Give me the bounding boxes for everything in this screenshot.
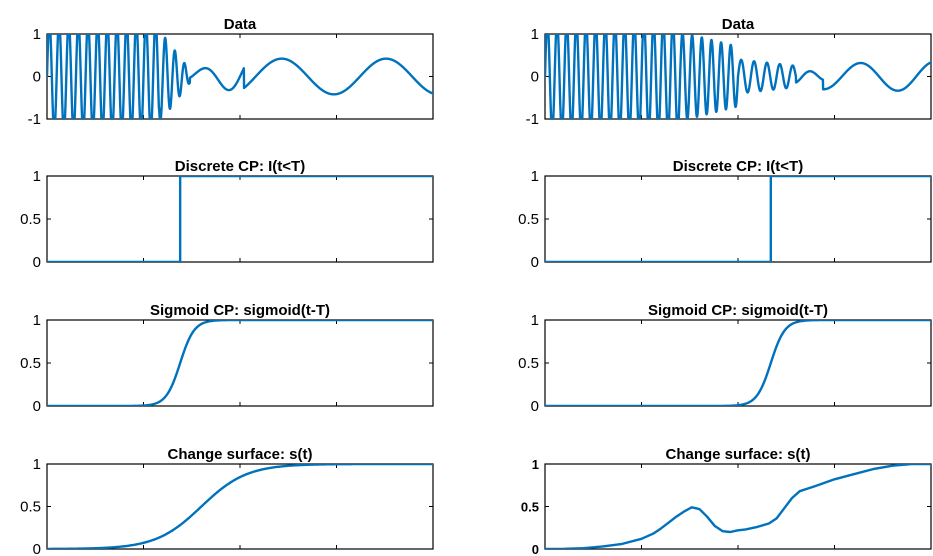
y-tick-label: 1 [33, 168, 41, 185]
subplot-left-1: Discrete CP: I(t<T) 1 0.5 0 [20, 158, 434, 271]
series-line [545, 176, 931, 262]
subplot-left-2: Sigmoid CP: sigmoid(t-T) 1 0.5 0 [20, 302, 434, 415]
axes-box [544, 463, 932, 550]
axes-box [544, 319, 932, 407]
subplot-title: Data [722, 16, 755, 33]
series-line [47, 176, 433, 262]
subplot-title: Sigmoid CP: sigmoid(t-T) [150, 302, 330, 319]
subplot-left-0: Data 1 0 -1 [28, 16, 434, 128]
y-tick-label: -1 [526, 111, 539, 128]
y-tick-label: 0 [33, 69, 41, 86]
y-tick-label: 0 [532, 542, 539, 556]
y-tick-label: 0 [531, 398, 539, 415]
y-tick-label: 0.5 [518, 211, 539, 228]
y-tick-label: 0 [531, 69, 539, 86]
subplot-left-3: Change surface: s(t) 1 0.5 0 [20, 446, 434, 556]
y-tick-label: 0.5 [20, 355, 41, 372]
y-tick-label: -1 [28, 111, 41, 128]
series-line [545, 34, 931, 119]
y-tick-label: 1 [33, 26, 41, 43]
y-tick-label: 0.5 [521, 500, 539, 515]
series-line [545, 320, 931, 406]
series-line [545, 464, 931, 549]
y-tick-label: 1 [532, 457, 539, 472]
series-line [47, 34, 433, 119]
subplot-title: Data [224, 16, 257, 33]
axes-box [46, 175, 434, 263]
subplot-title: Sigmoid CP: sigmoid(t-T) [648, 302, 828, 319]
y-tick-label: 1 [33, 456, 41, 473]
y-tick-label: 0 [33, 398, 41, 415]
y-tick-label: 0.5 [20, 499, 41, 516]
subplot-right-0: Data 1 0 -1 [526, 16, 932, 128]
subplot-title: Discrete CP: I(t<T) [673, 158, 803, 175]
subplot-title: Change surface: s(t) [167, 446, 312, 463]
y-tick-label: 0.5 [518, 355, 539, 372]
y-tick-label: 0 [33, 541, 41, 556]
y-tick-label: 0.5 [20, 211, 41, 228]
subplot-title: Discrete CP: I(t<T) [175, 158, 305, 175]
series-line [47, 320, 433, 406]
y-tick-label: 1 [531, 26, 539, 43]
series-line [47, 464, 433, 549]
subplot-right-1: Discrete CP: I(t<T) 1 0.5 0 [518, 158, 932, 271]
axes-box [544, 175, 932, 263]
axes-box [46, 319, 434, 407]
subplot-title: Change surface: s(t) [665, 446, 810, 463]
y-tick-label: 0 [531, 254, 539, 271]
subplot-right-3: Change surface: s(t) 1 0.5 0 [521, 446, 932, 556]
y-tick-label: 1 [531, 312, 539, 329]
y-tick-label: 0 [33, 254, 41, 271]
y-tick-label: 1 [33, 312, 41, 329]
subplot-right-2: Sigmoid CP: sigmoid(t-T) 1 0.5 0 [518, 302, 932, 415]
y-tick-label: 1 [531, 168, 539, 185]
